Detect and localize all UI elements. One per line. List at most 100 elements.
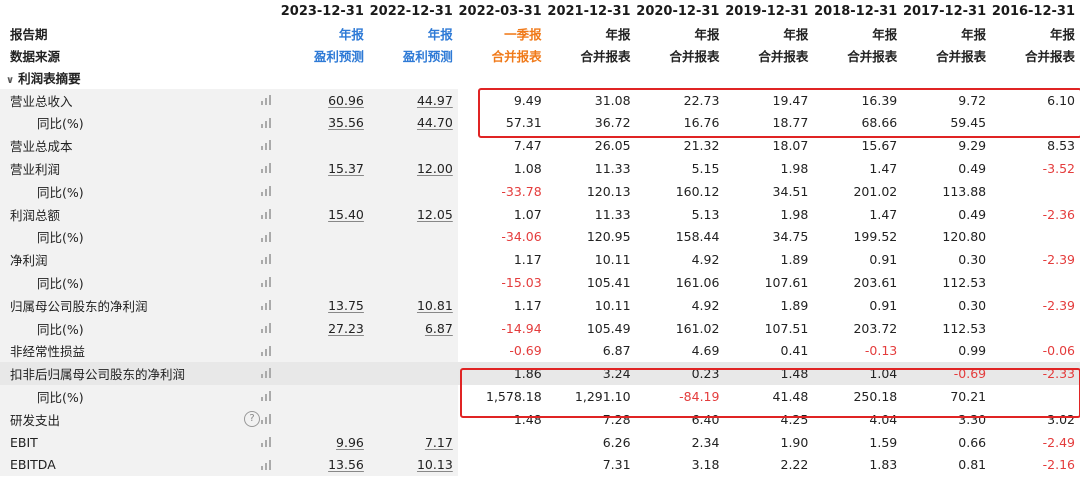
column-date[interactable]: 2023-12-31	[280, 3, 364, 19]
row-label: 同比(%)	[0, 271, 280, 294]
data-cell: 1.48	[513, 411, 542, 427]
table-row: 同比(%) 1,578.18 1,291.10 -84.19 41.48 250.18 70…	[0, 385, 1080, 408]
chevron-down-icon[interactable]: ∨	[6, 74, 15, 86]
data-cell: 68.66	[861, 115, 898, 131]
data-cell: 27.23	[280, 316, 369, 340]
data-cell	[368, 385, 458, 408]
data-cell	[280, 179, 369, 203]
row-label-text: 同比(%)	[37, 321, 84, 337]
data-cell: 0.66	[958, 434, 987, 450]
data-cell: 31.08	[594, 92, 631, 108]
data-cell: 9.49	[513, 92, 542, 108]
data-cell: 18.77	[772, 115, 809, 131]
data-cell: 1,291.10	[574, 389, 631, 405]
data-cell: 0.49	[958, 161, 987, 177]
data-cell: 3.02	[1047, 411, 1076, 427]
data-cell	[368, 362, 458, 386]
data-cell: 1.47	[869, 206, 898, 222]
data-cell: 160.12	[675, 183, 720, 199]
data-cell: 1.04	[813, 362, 903, 386]
data-cell: 9.96	[280, 430, 369, 454]
data-cell: 7.28	[602, 411, 631, 427]
data-cell: 44.70	[368, 111, 458, 135]
column-report-type: 年报	[427, 26, 453, 42]
data-cell: 36.72	[594, 115, 631, 131]
row-label-text: 营业利润	[10, 162, 61, 178]
row-label-text: 同比(%)	[37, 276, 84, 292]
table-row: 同比(%) -33.78 120.13 160.12 34.51 201.02 113.88	[0, 179, 1080, 203]
data-cell: 10.13	[368, 453, 458, 477]
column-date[interactable]: 2020-12-31	[636, 3, 720, 19]
data-cell: 0.30	[958, 252, 987, 268]
column-date[interactable]: 2022-03-31	[458, 3, 542, 19]
data-cell: 8.53	[1047, 138, 1076, 154]
table-row: 净利润 1.17 10.11 4.92 1.89 0.91 0.30 -2.39	[0, 248, 1080, 272]
data-cell: 4.92	[691, 297, 720, 313]
data-cell	[991, 271, 1080, 294]
table-row: 利润总额 15.40 12.05 1.07 11.33 5.13 1.98 1.47 0.49 -…	[0, 202, 1080, 226]
column-data-source: 合并报表	[669, 48, 720, 64]
table-row: 扣非后归属母公司股东的净利润 1.86 3.24 0.23 1.48 1.04 -0.69-…	[0, 362, 1080, 386]
column-report-type: 年报	[605, 26, 631, 42]
row-label: 研发支出?	[0, 407, 280, 431]
section-header-row[interactable]: ∨ 利润表摘要	[0, 66, 1080, 89]
help-icon[interactable]: ?	[244, 410, 260, 427]
data-cell: 201.02	[853, 183, 898, 199]
data-cell: 1.48	[724, 362, 814, 386]
row-label-text: 扣非后归属母公司股东的净利润	[10, 367, 186, 383]
data-cell: 199.52	[853, 229, 898, 245]
data-cell: 19.47	[772, 92, 809, 108]
data-cell: 11.33	[594, 161, 631, 177]
column-date[interactable]: 2018-12-31	[814, 3, 898, 19]
column-date[interactable]: 2022-12-31	[369, 3, 453, 19]
column-date[interactable]: 2016-12-31	[991, 3, 1076, 19]
row-label-text: 利润总额	[10, 207, 61, 223]
data-cell: -34.06	[501, 229, 542, 245]
data-cell: 9.29	[958, 138, 987, 154]
column-data-source: 合并报表	[580, 48, 631, 64]
data-cell: 0.81	[958, 457, 987, 473]
data-cell: 105.41	[586, 275, 631, 291]
data-cell: 34.75	[772, 229, 809, 245]
section-title[interactable]: ∨ 利润表摘要	[0, 66, 280, 89]
data-cell	[991, 317, 1080, 340]
data-cell: 105.49	[586, 320, 631, 336]
data-cell	[280, 385, 369, 408]
data-cell: 6.87	[368, 316, 458, 340]
data-cell	[368, 407, 458, 431]
column-report-type: 年报	[783, 26, 809, 42]
row-label-text: 净利润	[10, 253, 48, 269]
row-label: 归属母公司股东的净利润	[0, 293, 280, 317]
data-cell: 2.34	[691, 434, 720, 450]
data-cell: 13.75	[280, 293, 369, 317]
data-cell: 59.45	[950, 115, 987, 131]
data-cell: 10.11	[594, 252, 631, 268]
data-cell: 26.05	[594, 138, 631, 154]
data-cell	[280, 407, 369, 431]
column-data-source: 合并报表	[1025, 48, 1076, 64]
data-cell: 158.44	[675, 229, 720, 245]
data-cell: 9.72	[958, 92, 987, 108]
column-data-source: 合并报表	[758, 48, 809, 64]
data-cell: 1.08	[513, 161, 542, 177]
column-date[interactable]: 2017-12-31	[902, 3, 987, 19]
row-label: 营业利润	[0, 157, 280, 180]
data-cell: 1,578.18	[486, 389, 542, 405]
data-cell: 11.33	[594, 206, 631, 222]
data-cell: 12.05	[368, 202, 458, 226]
data-cell: -0.13	[864, 343, 898, 359]
column-date[interactable]: 2021-12-31	[547, 3, 631, 19]
header-type-row: 报告期 年报 年报 一季报 年报 年报 年报 年报 年报 年报	[0, 22, 1080, 44]
row-label-text: 归属母公司股东的净利润	[10, 298, 148, 314]
data-cell: 4.04	[869, 411, 898, 427]
data-cell: 250.18	[853, 389, 898, 405]
row-label: 非经常性损益	[0, 339, 280, 363]
header-date-row: 2023-12-31 2022-12-31 2022-03-31 2021-12-31…	[0, 0, 1080, 22]
row-label: 扣非后归属母公司股东的净利润	[0, 362, 280, 386]
data-cell	[991, 112, 1080, 135]
column-date[interactable]: 2019-12-31	[725, 3, 809, 19]
data-cell: -2.39	[1042, 252, 1076, 268]
data-cell: -0.06	[1042, 343, 1076, 359]
table-row: 营业利润 15.37 12.00 1.08 11.33 5.15 1.98 1.47 0.49 -…	[0, 157, 1080, 180]
